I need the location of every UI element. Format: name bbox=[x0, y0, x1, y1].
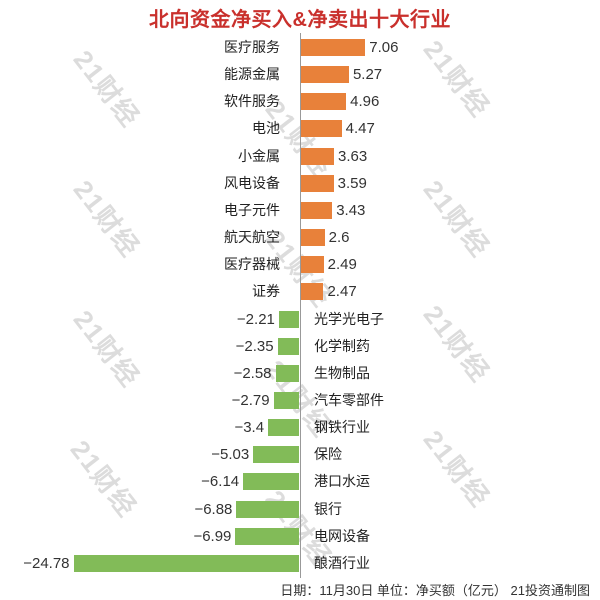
chart-row: 2.6 航天航空 bbox=[0, 224, 600, 251]
category-label: 钢铁行业 bbox=[314, 419, 370, 436]
value-label: −2.35 bbox=[235, 337, 274, 355]
net-buy-bar bbox=[301, 120, 342, 138]
category-label: 生物制品 bbox=[314, 364, 370, 381]
net-sell-bar bbox=[243, 473, 299, 491]
category-label: 电池 bbox=[252, 120, 280, 137]
net-buy-bar bbox=[301, 39, 366, 56]
net-buy-bar bbox=[301, 147, 335, 165]
net-buy-bar bbox=[301, 229, 325, 247]
category-label: 证券 bbox=[252, 283, 280, 300]
chart-row: −6.88 银行 bbox=[0, 496, 600, 523]
category-label: 酿酒行业 bbox=[314, 554, 370, 571]
chart-row: −2.35 化学制药 bbox=[0, 333, 600, 360]
net-sell-bar bbox=[235, 527, 299, 545]
chart-row: −2.58 生物制品 bbox=[0, 360, 600, 387]
value-label: 4.47 bbox=[345, 120, 375, 138]
chart-row: −24.78 酿酒行业 bbox=[0, 550, 600, 577]
category-label: 软件服务 bbox=[224, 93, 280, 110]
zero-axis-line bbox=[300, 33, 301, 578]
value-label: 2.6 bbox=[328, 229, 350, 247]
category-label: 保险 bbox=[314, 446, 342, 463]
value-label: −2.58 bbox=[233, 364, 272, 382]
chart-row: 2.47 证券 bbox=[0, 278, 600, 305]
net-buy-bar bbox=[301, 283, 324, 301]
chart-row: 2.49 医疗器械 bbox=[0, 251, 600, 278]
value-label: 2.49 bbox=[327, 256, 357, 274]
category-label: 汽车零部件 bbox=[314, 391, 384, 408]
net-sell-bar bbox=[277, 337, 299, 355]
net-buy-bar bbox=[301, 66, 349, 84]
net-buy-bar bbox=[301, 174, 334, 192]
value-label: 7.06 bbox=[369, 39, 399, 56]
value-label: 2.47 bbox=[327, 283, 357, 301]
category-label: 小金属 bbox=[238, 147, 280, 164]
chart-title: 北向资金净买入&净卖出十大行业 bbox=[149, 9, 451, 31]
category-label: 风电设备 bbox=[224, 174, 280, 191]
chart-row: 4.96 软件服务 bbox=[0, 88, 600, 115]
value-label: −2.21 bbox=[236, 310, 275, 328]
value-label: −3.4 bbox=[234, 419, 265, 437]
chart-row: 5.27 能源金属 bbox=[0, 61, 600, 88]
value-label: −6.88 bbox=[194, 500, 233, 518]
chart-row: −5.03 保险 bbox=[0, 441, 600, 468]
net-sell-bar bbox=[275, 364, 299, 382]
net-sell-bar bbox=[278, 310, 299, 328]
chart-footnote: 日期：11月30日 单位：净买额（亿元） 21投资通制图 bbox=[280, 583, 590, 598]
net-buy-bar bbox=[301, 256, 324, 274]
chart-row: −6.99 电网设备 bbox=[0, 523, 600, 550]
value-label: 3.63 bbox=[338, 147, 368, 165]
category-label: 化学制药 bbox=[314, 337, 370, 354]
value-label: −24.78 bbox=[23, 554, 70, 572]
chart-row: −2.21 光学光电子 bbox=[0, 306, 600, 333]
category-label: 电子元件 bbox=[224, 201, 280, 218]
chart-row: 3.43 电子元件 bbox=[0, 197, 600, 224]
category-label: 医疗器械 bbox=[224, 256, 280, 273]
category-label: 电网设备 bbox=[314, 527, 370, 544]
category-label: 光学光电子 bbox=[314, 310, 384, 327]
value-label: −5.03 bbox=[211, 446, 250, 464]
category-label: 航天航空 bbox=[224, 229, 280, 246]
category-label: 能源金属 bbox=[224, 66, 280, 83]
value-label: 3.43 bbox=[336, 201, 366, 219]
value-label: −6.99 bbox=[193, 527, 232, 545]
chart-row: −6.14 港口水运 bbox=[0, 468, 600, 495]
value-label: 3.59 bbox=[337, 174, 367, 192]
value-label: 4.96 bbox=[350, 93, 380, 111]
chart-row: 4.47 电池 bbox=[0, 115, 600, 142]
net-sell-bar bbox=[273, 391, 299, 409]
chart-row: −3.4 钢铁行业 bbox=[0, 414, 600, 441]
category-label: 医疗服务 bbox=[224, 39, 280, 55]
net-buy-bar bbox=[301, 201, 333, 219]
net-buy-bar bbox=[301, 93, 347, 111]
chart-row: 3.63 小金属 bbox=[0, 143, 600, 170]
chart-row: −2.79 汽车零部件 bbox=[0, 387, 600, 414]
value-label: −2.79 bbox=[231, 391, 270, 409]
category-label: 银行 bbox=[314, 500, 342, 517]
value-label: −6.14 bbox=[201, 473, 240, 491]
net-sell-bar bbox=[253, 446, 299, 464]
value-label: 5.27 bbox=[352, 66, 383, 84]
category-label: 港口水运 bbox=[314, 473, 370, 490]
net-sell-bar bbox=[268, 419, 299, 437]
chart-row: 7.06 医疗服务 bbox=[0, 34, 600, 61]
chart-row: 3.59 风电设备 bbox=[0, 170, 600, 197]
net-sell-bar bbox=[73, 554, 299, 572]
net-sell-bar bbox=[236, 500, 299, 518]
